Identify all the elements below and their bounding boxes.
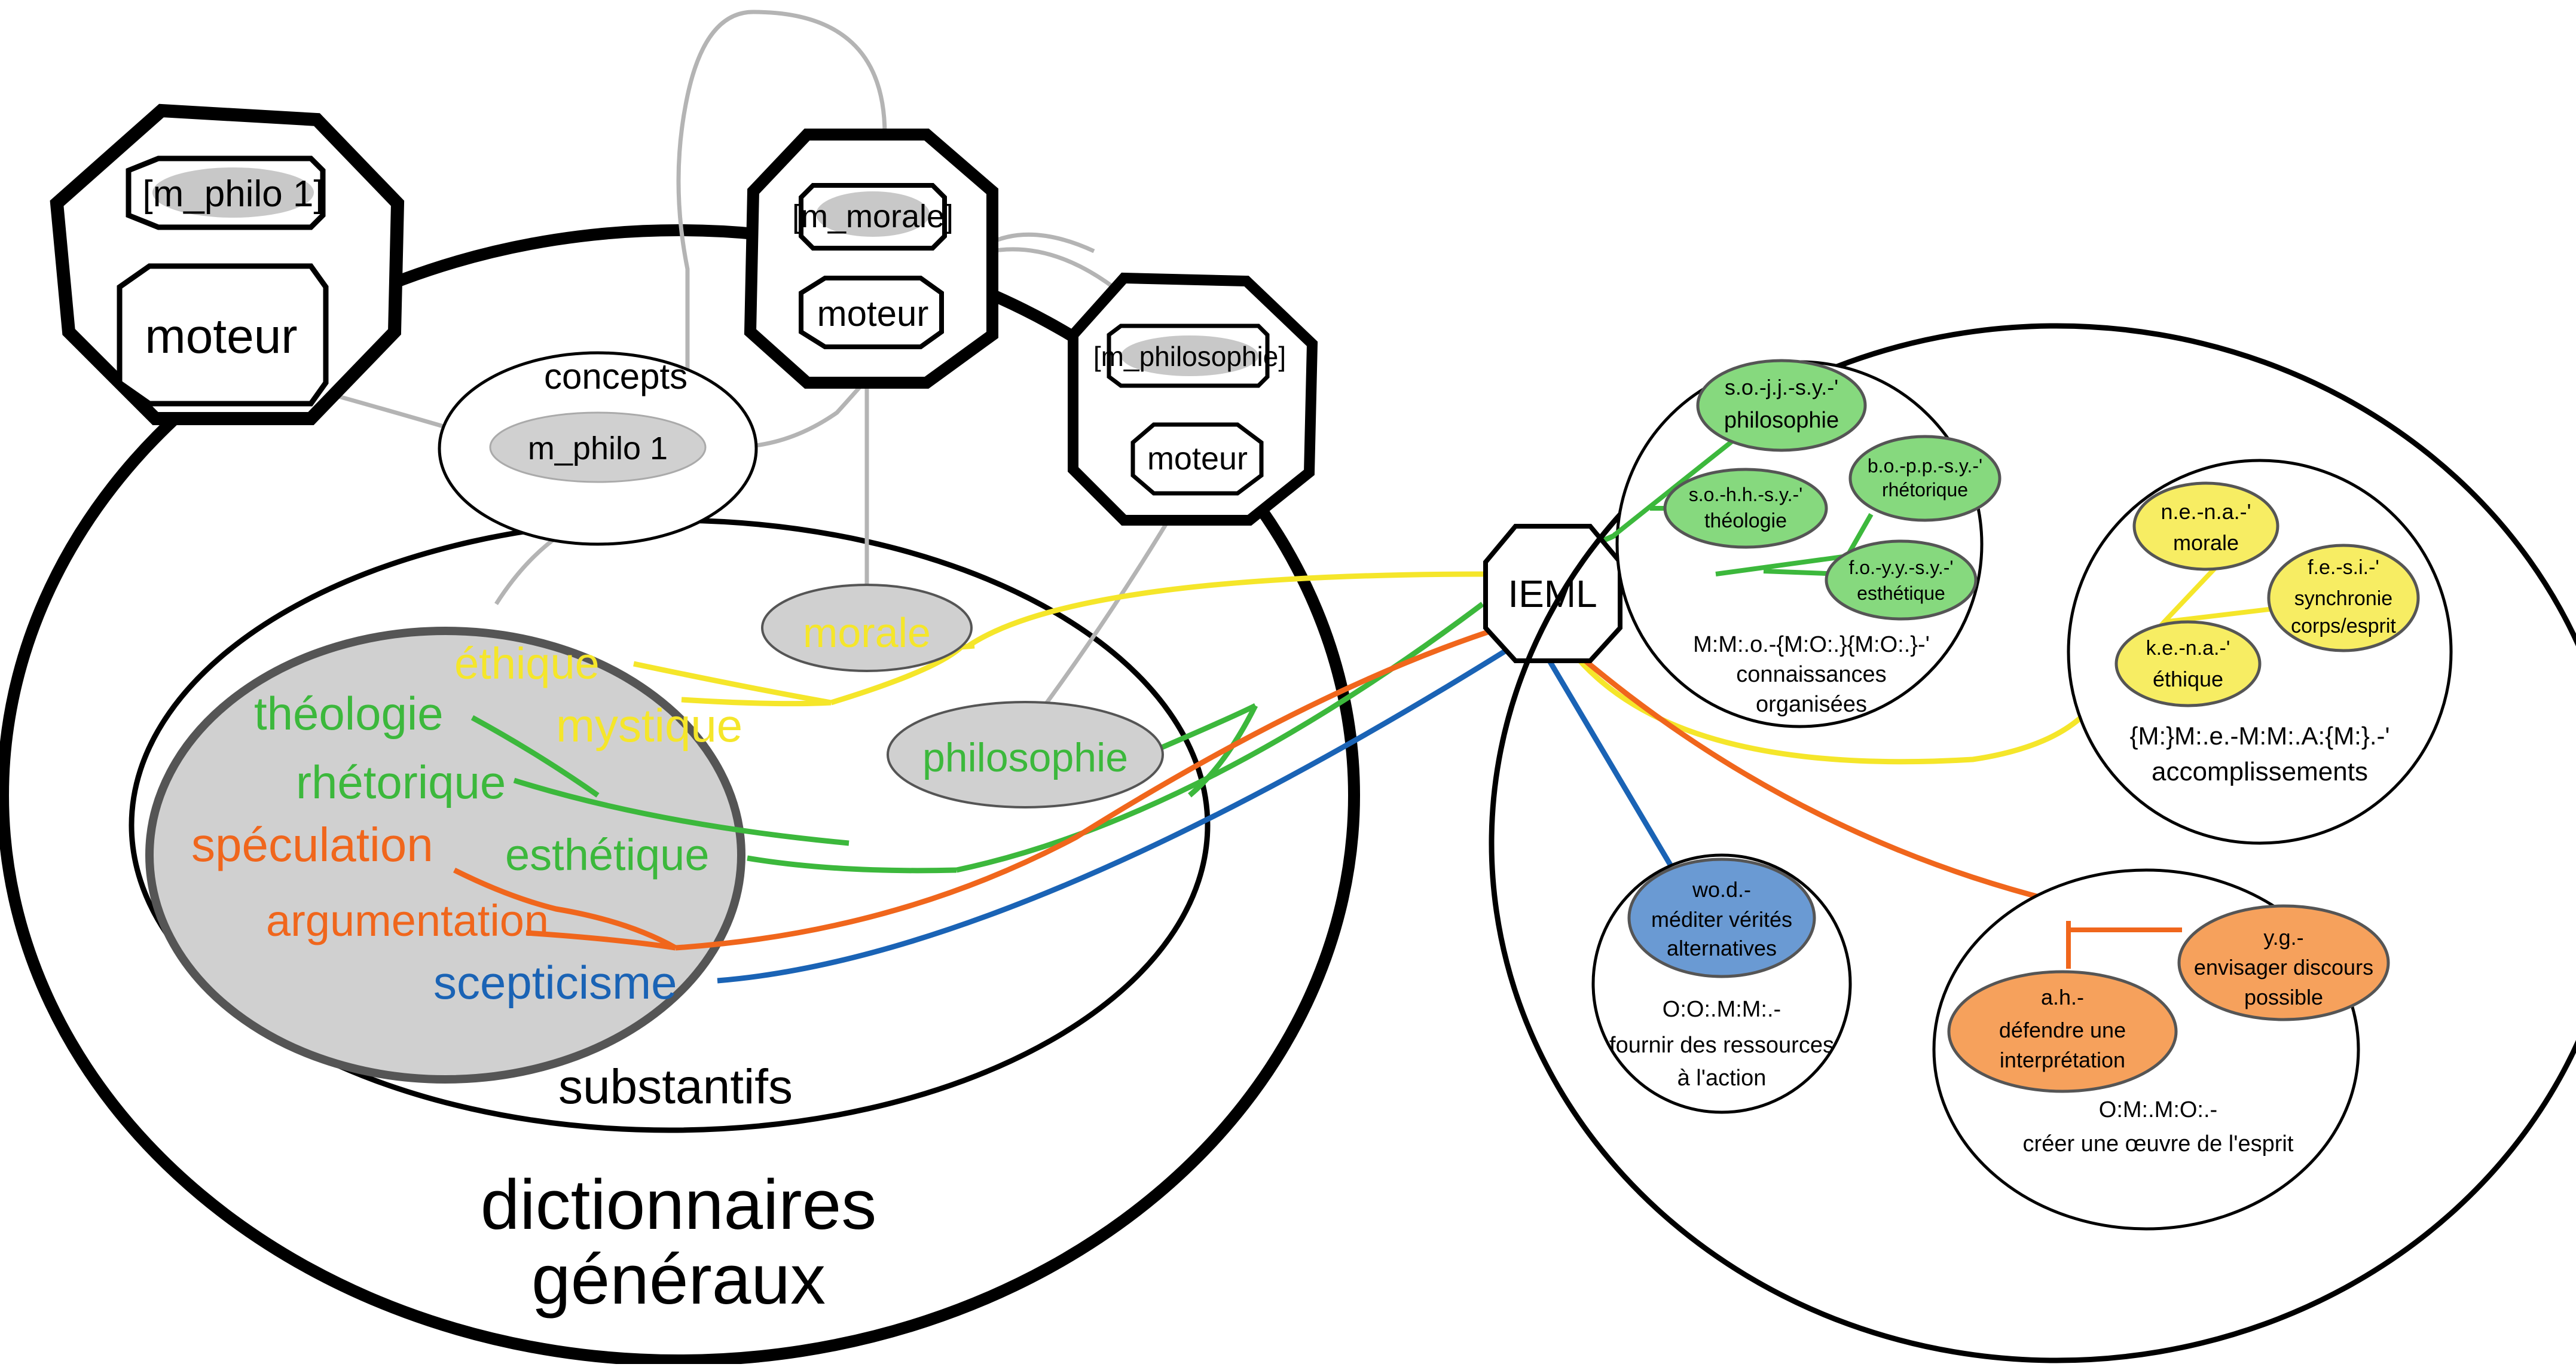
action-line2: à l'action [1677,1066,1767,1091]
ieml-hub: IEML [1483,524,1622,663]
ieml-ellipse [1489,323,2576,1363]
engine-3-tag: [m_philosophie] [1093,341,1286,372]
substantifs-label: substantifs [558,1060,793,1114]
engine-1-tag: [m_philo 1] [142,173,323,215]
word-esthetique: esthétique [505,830,710,880]
gray-region [145,627,745,1084]
philosophie-ellipse [887,701,1164,808]
accomplishment-node-2-label2: corps/esprit [2291,615,2396,637]
engine-octagon-2: [m_morale] moteur [744,129,998,389]
knowledge-node-3-label: théologie [1704,509,1787,532]
knowledge-line2: organisées [1756,692,1867,717]
action-node-line1: méditer vérités [1651,907,1792,932]
accomplishment-node-2-label1: synchronie [2294,587,2392,610]
knowledge-node-2-code: b.o.-p.p.-s.y.-' [1868,455,1982,477]
knowledge-node-4-label: esthétique [1857,582,1945,604]
engine-2-label: moteur [817,294,929,334]
accomplishments-label: accomplissements [2152,757,2368,786]
oeuvre-node-2-code: y.g.- [2263,925,2303,950]
knowledge-line1: connaissances [1736,662,1886,687]
word-theologie: théologie [254,687,444,740]
word-mystique: mystique [556,699,742,752]
oeuvre-label: créer une œuvre de l'esprit [2023,1131,2294,1157]
engine-octagon-1: [m_philo 1] moteur [50,103,405,425]
m-philo-pill-label: m_philo 1 [528,431,668,466]
concepts-label: concepts [544,356,687,396]
knowledge-group: s.o.-j.j.-s.y.-' philosophie b.o.-p.p.-s… [1612,359,2001,728]
engine-octagon-3: [m_philosophie] moteur [1068,272,1318,526]
action-code: O:O:.M:M:.- [1663,997,1781,1022]
knowledge-node-1-code: s.o.-j.j.-s.y.-' [1725,375,1838,399]
word-argumentation: argumentation [266,896,549,945]
oeuvre-node-1-line2: interprétation [2000,1048,2125,1072]
knowledge-code: M:M:.o.-{M:O:.}{M:O:.}-' [1693,632,1930,657]
knowledge-node-4-code: f.o.-y.y.-s.y.-' [1849,557,1954,578]
oeuvre-node-1-line1: défendre une [1999,1018,2126,1042]
engine-1-label: moteur [145,309,297,364]
orange-links [453,625,2152,975]
action-node-line2: alternatives [1667,936,1777,960]
word-speculation: spéculation [191,818,433,871]
dictionnaires-label: dictionnaires [481,1165,876,1244]
philosophie-label: philosophie [922,735,1128,780]
accomplishment-node-2-code: f.e.-s.i.-' [2308,556,2379,579]
engine-2-tag: [m_morale] [792,199,954,234]
m-philo-pill [489,411,707,483]
oeuvre-node-1-code: a.h.- [2041,985,2084,1009]
word-ethique: éthique [454,639,600,688]
accomplishments-group: n.e.-n.a.-' morale f.e.-s.i.-' synchroni… [2067,459,2453,845]
word-rhetorique: rhétorique [296,756,506,808]
engine-3-label: moteur [1147,441,1248,477]
morale-label: morale [803,609,931,656]
generaux-label: généraux [531,1240,826,1319]
action-group: wo.d.- méditer vérités alternatives O:O:… [1591,853,1852,1114]
action-line1: fournir des ressources [1609,1033,1834,1058]
knowledge-node-3-code: s.o.-h.h.-s.y.-' [1689,484,1802,505]
oeuvre-node-2-line2: possible [2244,985,2323,1009]
accomplishments-code: {M:}M:.e.-M:M:.A:{M:}.-' [2129,722,2389,750]
oeuvre-group: a.h.- défendre une interprétation y.g.- … [1932,868,2390,1231]
blue-links [717,640,1688,984]
word-scepticisme: scepticisme [433,956,677,1009]
knowledge-node-1-label: philosophie [1724,408,1839,433]
oeuvre-code: O:M:.M:O:.- [2099,1097,2217,1122]
accomplishment-node-1-code: n.e.-n.a.-' [2161,499,2251,524]
oeuvre-node-2-line1: envisager discours [2194,955,2373,980]
knowledge-node-2-label: rhétorique [1882,479,1968,501]
accomplishment-node-1-label: morale [2173,530,2239,555]
accomplishment-node-3-code: k.e.-n.a.-' [2146,637,2230,660]
morale-ellipse [761,584,973,672]
action-node-code: wo.d.- [1692,877,1751,902]
accomplishment-node-3-label: éthique [2153,667,2223,691]
